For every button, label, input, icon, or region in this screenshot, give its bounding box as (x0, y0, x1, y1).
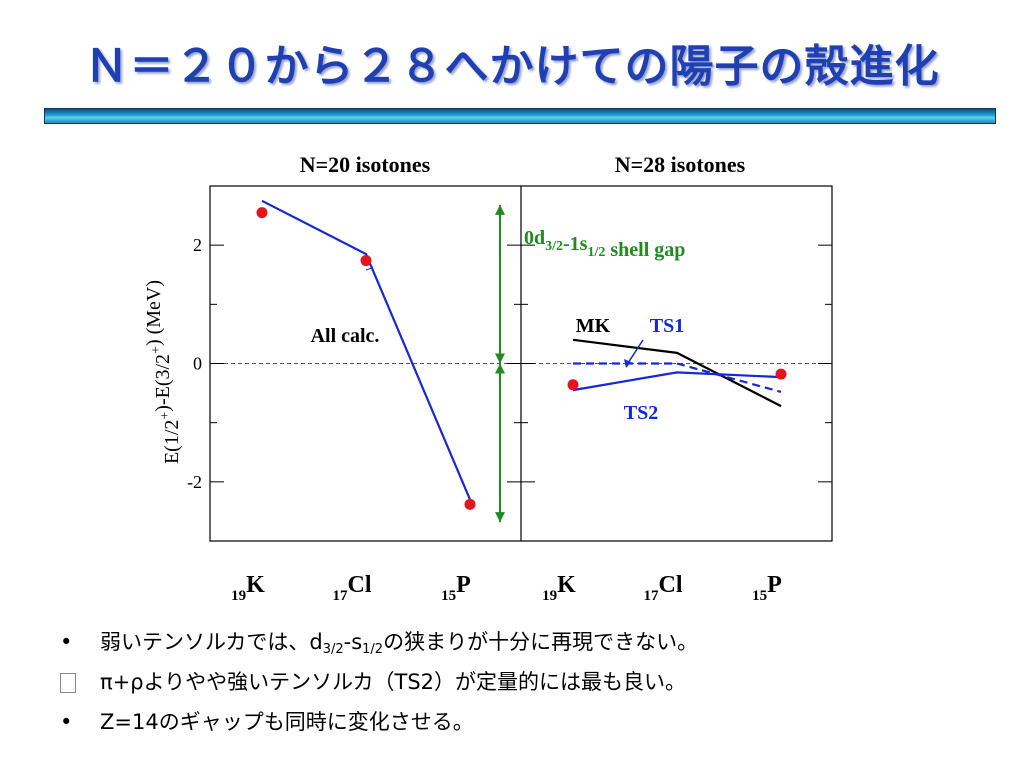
y-tick-label: -2 (187, 472, 202, 492)
shell-gap-arrowhead-mid-down (495, 353, 505, 364)
bullet-list: • 弱いテンソルカでは、d3/2-s1/2の狭まりが十分に再現できない。 π+ρ… (60, 622, 1000, 742)
category-symbol: K (246, 572, 265, 598)
shell-gap-label-part: 0d (524, 227, 545, 249)
shell-gap-label-subscript: 3/2 (545, 239, 563, 254)
bullet-text: 弱いテンソルカでは、d3/2-s1/2の狭まりが十分に再現できない。 (100, 630, 699, 657)
category-label: 17Cl (333, 572, 372, 604)
bullet-text: π+ρよりやや強いテンソルカ（TS2）が定量的には最も良い。 (100, 670, 687, 694)
category-label: 17Cl (644, 572, 683, 604)
series-label-ts2: TS2 (624, 402, 658, 424)
experiment-point (775, 368, 787, 380)
y-axis-label-superscript: + (158, 412, 173, 420)
shell-gap-arrowhead-top (495, 204, 505, 215)
bullet-box-icon (60, 662, 90, 702)
category-label: 19K (231, 572, 265, 604)
category-symbol: K (557, 572, 576, 598)
series-line-ts1 (573, 362, 782, 393)
category-symbol: Cl (348, 572, 372, 598)
category-subscript: 17 (644, 588, 660, 604)
y-axis-label-part: E(1/2 (161, 420, 183, 464)
category-subscript: 15 (752, 588, 767, 604)
shell-gap-label-subscript: 1/2 (587, 245, 605, 260)
series-line-ts2 (572, 371, 782, 392)
experiment-point (464, 498, 476, 510)
category-subscript: 19 (231, 588, 246, 604)
series-label-all-calc: All calc. (311, 325, 380, 347)
panel-title: N=20 isotones (300, 152, 431, 177)
category-symbol: P (456, 572, 471, 598)
experiment-point (360, 255, 372, 267)
category-label: 15P (752, 572, 782, 604)
category-subscript: 15 (441, 588, 456, 604)
category-symbol: P (767, 572, 782, 598)
panel-title: N=28 isotones (615, 152, 746, 177)
y-axis-label-part: )-E(3/2 (152, 354, 174, 412)
series-label-mk: MK (576, 315, 611, 337)
shell-gap-arrowhead-mid-up (495, 363, 505, 374)
bullet-dot: • (60, 710, 73, 734)
series-label-ts1: TS1 (650, 315, 684, 337)
y-axis-label-part: ) (MeV) (143, 280, 165, 346)
category-subscript: 17 (333, 588, 349, 604)
shell-gap-label-part: shell gap (605, 239, 685, 261)
y-tick-label: 2 (193, 235, 202, 255)
shell-gap-arrowhead-bottom (495, 512, 505, 523)
category-subscript: 19 (542, 588, 557, 604)
category-label: 19K (542, 572, 576, 604)
bullet-item: • Z=14のギャップも同時に変化させる。 (60, 702, 1000, 742)
ts1-pointer-arrowhead (624, 359, 631, 368)
y-axis-label: E(1/2+)-E(3/2+) (MeV) (143, 280, 183, 464)
title-divider-bar (44, 108, 996, 124)
y-axis-label-superscript: + (149, 346, 164, 354)
bullet-text: Z=14のギャップも同時に変化させる。 (100, 710, 474, 734)
category-label: 15P (441, 572, 471, 604)
bullet-dot: • (60, 630, 73, 654)
shell-gap-label-part: -1s (563, 233, 588, 255)
series-marker (365, 267, 373, 271)
experiment-point (567, 379, 579, 391)
slide-title: Ｎ＝２０から２８へかけての陽子の殻進化 (84, 41, 940, 92)
category-symbol: Cl (659, 572, 683, 598)
series-line-all-calc- (261, 199, 472, 501)
series-line-mk (572, 338, 782, 408)
y-tick-label: 0 (193, 354, 202, 374)
experiment-point (256, 207, 268, 219)
bullet-item: π+ρよりやや強いテンソルカ（TS2）が定量的には最も良い。 (60, 662, 1000, 702)
shell-gap-label: 0d3/2-1s1/2 shell gap (524, 227, 685, 261)
bullet-item: • 弱いテンソルカでは、d3/2-s1/2の狭まりが十分に再現できない。 (60, 622, 1000, 662)
